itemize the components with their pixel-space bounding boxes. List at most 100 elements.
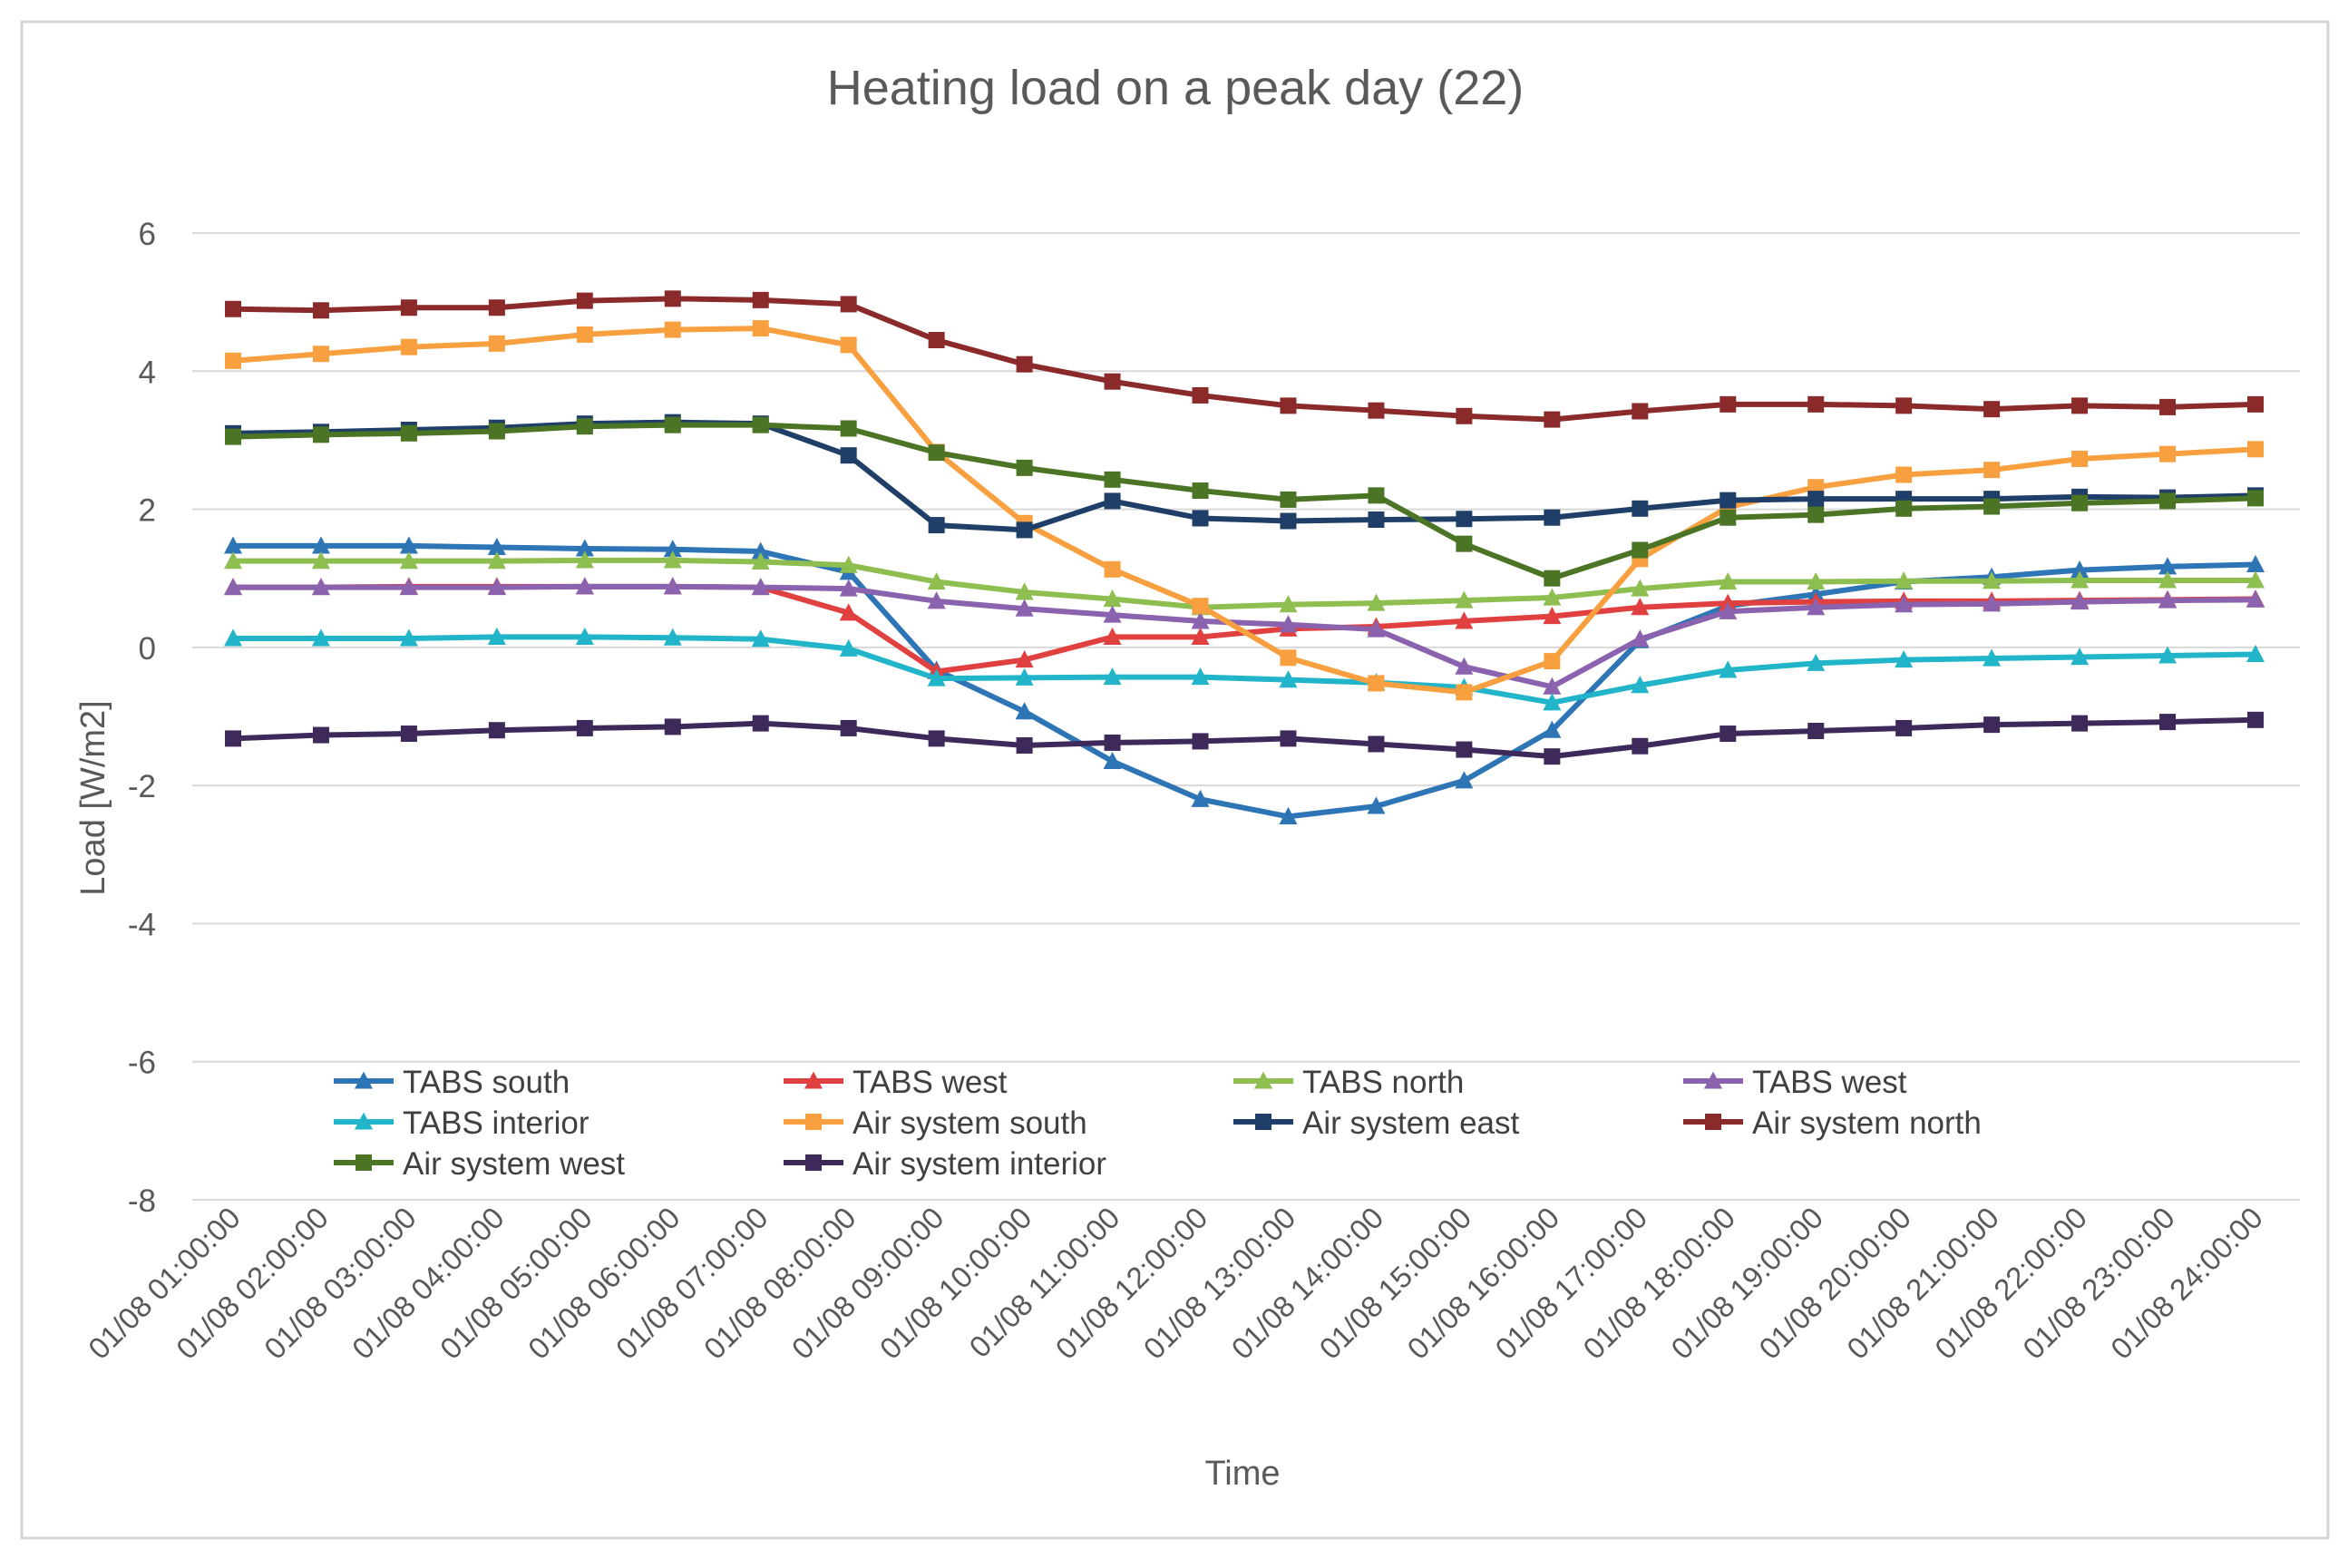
legend-marker bbox=[804, 1071, 823, 1089]
legend-item: Air system interior bbox=[784, 1146, 1106, 1182]
data-point bbox=[2247, 441, 2264, 458]
data-point bbox=[1719, 601, 1738, 619]
data-point bbox=[1983, 571, 2002, 589]
data-point bbox=[575, 627, 594, 645]
series-tabs-north bbox=[224, 550, 2265, 616]
data-point bbox=[1015, 650, 1034, 668]
data-point bbox=[1191, 789, 1210, 807]
x-axis-label: Time bbox=[1204, 1455, 1280, 1493]
data-point bbox=[1456, 535, 1473, 552]
data-point bbox=[1895, 397, 1913, 414]
data-point bbox=[1720, 492, 1737, 509]
data-point bbox=[1544, 653, 1561, 670]
data-point bbox=[1192, 386, 1209, 404]
data-point bbox=[2247, 711, 2264, 728]
data-point bbox=[576, 292, 593, 309]
legend-label: TABS north bbox=[1302, 1065, 1464, 1100]
data-point bbox=[663, 628, 682, 646]
data-point bbox=[1632, 737, 1649, 755]
data-point bbox=[1368, 487, 1385, 504]
data-point bbox=[1632, 500, 1649, 517]
data-point bbox=[2158, 557, 2178, 575]
data-point bbox=[1191, 627, 1210, 645]
data-point bbox=[576, 418, 593, 435]
data-point bbox=[928, 730, 945, 747]
data-point bbox=[1719, 660, 1738, 678]
data-point bbox=[487, 627, 506, 645]
data-point bbox=[1720, 726, 1737, 743]
y-tick-label: 4 bbox=[139, 355, 156, 390]
legend-marker bbox=[355, 1112, 373, 1130]
data-point bbox=[1104, 560, 1121, 578]
data-point bbox=[1367, 619, 1386, 638]
data-point bbox=[2070, 647, 2090, 666]
legend-label: Air system south bbox=[852, 1105, 1087, 1141]
data-point bbox=[2071, 715, 2089, 732]
data-point bbox=[1279, 615, 1298, 633]
data-point bbox=[225, 352, 241, 369]
series-line bbox=[230, 419, 2258, 533]
data-point bbox=[1016, 355, 1033, 373]
legend-label: TABS west bbox=[1752, 1065, 1907, 1100]
data-point bbox=[1368, 735, 1385, 753]
data-point bbox=[1720, 395, 1737, 413]
data-point bbox=[399, 628, 418, 647]
data-point bbox=[576, 719, 593, 736]
data-point bbox=[1543, 693, 1562, 711]
legend-label: Air system north bbox=[1752, 1105, 1982, 1141]
legend-marker bbox=[1254, 1071, 1272, 1089]
data-point bbox=[311, 551, 330, 570]
data-point bbox=[1280, 512, 1297, 530]
data-point bbox=[1279, 670, 1298, 688]
legend: TABS south TABS west TABS north TABS west TA… bbox=[334, 1065, 1982, 1182]
legend-item: TABS north bbox=[1233, 1065, 1464, 1100]
legend-marker bbox=[1705, 1114, 1721, 1130]
data-point bbox=[311, 578, 330, 596]
data-point bbox=[1367, 593, 1386, 611]
data-point bbox=[1103, 589, 1122, 608]
y-tick-label: 0 bbox=[139, 631, 156, 667]
data-point bbox=[2071, 450, 2089, 467]
data-point bbox=[488, 335, 505, 352]
data-point bbox=[1895, 466, 1913, 483]
data-point bbox=[488, 299, 505, 317]
data-point bbox=[1631, 676, 1650, 694]
data-point bbox=[1015, 667, 1034, 686]
data-point bbox=[576, 326, 593, 343]
data-point bbox=[664, 290, 681, 307]
data-point bbox=[1455, 611, 1474, 629]
series-line bbox=[230, 583, 2258, 690]
legend-marker bbox=[805, 1114, 822, 1130]
data-point bbox=[2247, 395, 2264, 413]
data-point bbox=[1368, 402, 1385, 419]
data-point bbox=[2246, 570, 2265, 589]
data-point bbox=[2159, 492, 2177, 510]
data-point bbox=[751, 629, 770, 648]
data-point bbox=[1983, 648, 2002, 667]
data-point bbox=[1895, 571, 1914, 589]
data-point bbox=[1544, 570, 1561, 587]
data-point bbox=[2158, 646, 2178, 664]
data-point bbox=[1807, 653, 1826, 671]
data-point bbox=[2071, 397, 2089, 414]
data-point bbox=[312, 426, 329, 443]
data-point bbox=[1983, 498, 2001, 515]
data-point bbox=[1455, 771, 1474, 789]
data-point bbox=[1455, 590, 1474, 609]
data-point bbox=[752, 291, 769, 308]
data-point bbox=[1807, 395, 1825, 413]
data-point bbox=[225, 730, 241, 747]
data-point bbox=[1368, 511, 1385, 528]
data-point bbox=[663, 550, 682, 569]
series-air-system-south bbox=[225, 320, 2264, 701]
data-point bbox=[1104, 734, 1121, 751]
data-point bbox=[928, 444, 945, 462]
legend-label: TABS south bbox=[403, 1065, 570, 1100]
data-point bbox=[1192, 510, 1209, 527]
legend-label: TABS west bbox=[852, 1065, 1008, 1100]
data-point bbox=[1632, 403, 1649, 420]
series-line bbox=[230, 422, 2258, 581]
series-line bbox=[230, 634, 2258, 706]
data-point bbox=[1543, 607, 1562, 625]
data-point bbox=[1807, 491, 1825, 508]
